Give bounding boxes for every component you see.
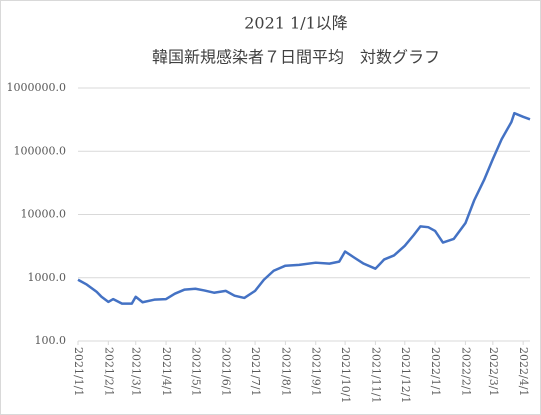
x-tick-label: 2021/1/1 [72, 347, 85, 396]
y-tick-label: 1000000.0 [7, 81, 67, 94]
x-tick-label: 2021/5/1 [189, 347, 202, 396]
y-tick-label: 100.0 [35, 334, 67, 347]
x-tick-label: 2021/8/1 [279, 347, 292, 396]
x-tick-label: 2021/9/1 [310, 347, 323, 396]
x-tick-label: 2021/10/1 [339, 347, 352, 403]
x-tick-label: 2021/6/1 [220, 347, 233, 396]
x-tick-label: 2022/2/1 [459, 347, 472, 396]
x-tick-label: 2021/11/1 [369, 347, 382, 403]
x-tick-label: 2022/3/1 [487, 347, 500, 396]
chart-title: 2021 1/1以降 [244, 14, 348, 33]
x-tick-label: 2021/4/1 [160, 347, 173, 396]
y-tick-label: 10000.0 [21, 208, 67, 221]
x-tick-label: 2021/12/1 [399, 347, 412, 403]
chart-subtitle: 韓国新規感染者７日間平均 対数グラフ [152, 48, 440, 67]
data-line [77, 111, 531, 305]
y-tick-label: 100000.0 [14, 144, 67, 157]
x-tick-label: 2021/7/1 [249, 347, 262, 396]
x-tick-label: 2022/4/1 [517, 347, 530, 396]
x-tick-label: 2022/1/1 [429, 347, 442, 396]
x-tick-label: 2021/2/1 [102, 347, 115, 396]
y-tick-label: 1000.0 [28, 271, 67, 284]
x-tick-label: 2021/3/1 [130, 347, 143, 396]
